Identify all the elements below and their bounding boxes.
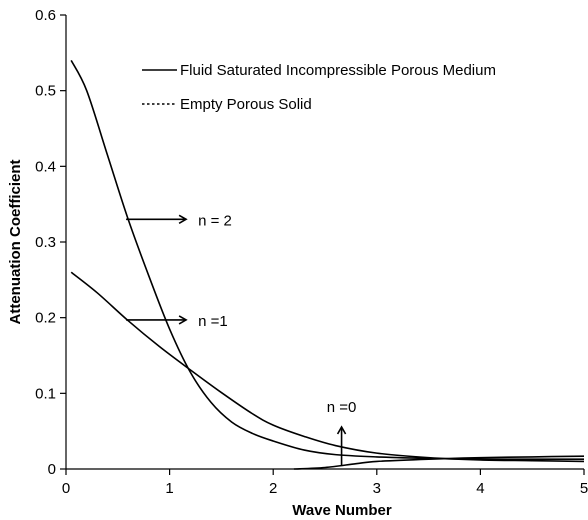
y-tick-label: 0.1 [35, 385, 56, 402]
annotation-label: n =1 [198, 313, 228, 330]
legend-label-fluid-saturated: Fluid Saturated Incompressible Porous Me… [180, 62, 496, 79]
x-tick-label: 5 [580, 480, 588, 497]
y-tick-label: 0.5 [35, 83, 56, 100]
x-tick-label: 0 [62, 480, 70, 497]
x-tick-label: 1 [165, 480, 173, 497]
series-group [70, 60, 585, 470]
x-tick-label: 4 [476, 480, 484, 497]
x-tick-label: 2 [269, 480, 277, 497]
y-tick-label: 0 [48, 461, 56, 478]
y-tick-label: 0.3 [35, 234, 56, 251]
axes [65, 15, 584, 470]
annotation-label: n = 2 [198, 212, 232, 229]
x-tick-label: 3 [373, 480, 381, 497]
series-line-3 [293, 455, 585, 470]
legend-label-empty-porous: Empty Porous Solid [180, 96, 312, 113]
annotations: n = 2 n =1 n =0 [126, 212, 356, 466]
y-tick-label: 0.6 [35, 7, 56, 24]
y-tick-label: 0.4 [35, 158, 56, 175]
x-ticks: 0 1 2 3 4 5 [62, 469, 588, 497]
series-line-1 [70, 271, 585, 463]
legend: Fluid Saturated Incompressible Porous Me… [142, 62, 496, 113]
y-ticks: 0 0.1 0.2 0.3 0.4 0.5 0.6 [35, 7, 66, 478]
annotation-label: n =0 [327, 399, 357, 416]
y-axis-title: Attenuation Coefficient [7, 160, 24, 325]
y-tick-label: 0.2 [35, 310, 56, 327]
x-axis-title: Wave Number [292, 502, 392, 519]
